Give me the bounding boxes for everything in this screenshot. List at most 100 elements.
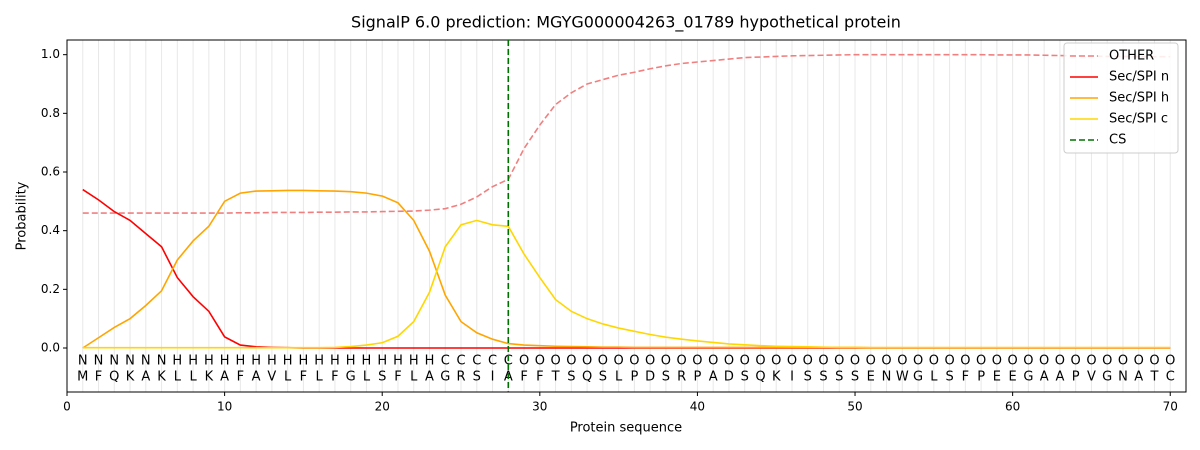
region-label: H xyxy=(377,354,387,369)
region-label: O xyxy=(1071,354,1081,369)
residue-label: A xyxy=(252,370,261,385)
y-tick-label: 0.6 xyxy=(41,165,60,179)
residue-label: F xyxy=(300,370,307,385)
region-label: O xyxy=(661,354,671,369)
x-tick-label: 70 xyxy=(1163,400,1178,414)
region-label: O xyxy=(850,354,860,369)
residue-label: C xyxy=(1166,370,1175,385)
residue-label: N xyxy=(1118,370,1128,385)
residue-label: F xyxy=(331,370,338,385)
region-label: O xyxy=(1134,354,1144,369)
residue-label: V xyxy=(267,370,276,385)
residue-label: K xyxy=(157,370,166,385)
region-label: O xyxy=(1023,354,1033,369)
region-label: O xyxy=(992,354,1002,369)
region-label: O xyxy=(960,354,970,369)
residue-label: G xyxy=(346,370,356,385)
residue-label: P xyxy=(1072,370,1080,385)
region-label: O xyxy=(1086,354,1096,369)
region-label: O xyxy=(582,354,592,369)
legend-label: Sec/SPI h xyxy=(1109,91,1169,106)
y-tick-label: 1.0 xyxy=(41,47,60,61)
series-line xyxy=(82,219,1171,349)
region-label: H xyxy=(425,354,435,369)
region-label: H xyxy=(283,354,293,369)
x-tick-label: 60 xyxy=(1005,400,1020,414)
region-label: O xyxy=(629,354,639,369)
residue-label: G xyxy=(913,370,923,385)
region-label: O xyxy=(614,354,624,369)
residue-label: S xyxy=(378,370,386,385)
residue-label: L xyxy=(284,370,292,385)
residue-label: S xyxy=(741,370,749,385)
residue-label: L xyxy=(615,370,623,385)
residue-label: L xyxy=(930,370,938,385)
residue-label: L xyxy=(174,370,182,385)
residue-label: P xyxy=(694,370,702,385)
residue-label: F xyxy=(520,370,527,385)
residue-label: L xyxy=(410,370,418,385)
residue-label: G xyxy=(1102,370,1112,385)
residue-label: L xyxy=(316,370,324,385)
residue-label: K xyxy=(772,370,781,385)
region-label: N xyxy=(141,354,151,369)
legend-box xyxy=(1063,42,1179,154)
region-label: N xyxy=(109,354,119,369)
residue-label: D xyxy=(645,370,655,385)
region-label: O xyxy=(1102,354,1112,369)
residue-label: I xyxy=(790,370,794,385)
region-label: O xyxy=(944,354,954,369)
chart-title: SignalP 6.0 prediction: MGYG000004263_01… xyxy=(351,13,901,33)
region-label: O xyxy=(692,354,702,369)
y-tick-label: 0.2 xyxy=(41,282,60,296)
region-label: O xyxy=(598,354,608,369)
legend-label: CS xyxy=(1109,133,1126,148)
x-tick-label: 50 xyxy=(847,400,862,414)
region-label: O xyxy=(913,354,923,369)
series-line xyxy=(82,53,1171,214)
residue-label: L xyxy=(363,370,371,385)
region-label: O xyxy=(677,354,687,369)
residue-label: A xyxy=(1040,370,1049,385)
residue-label: S xyxy=(662,370,670,385)
residue-label: V xyxy=(1087,370,1096,385)
residue-label: S xyxy=(473,370,481,385)
residue-label: A xyxy=(1055,370,1064,385)
y-axis-label: Probability xyxy=(15,181,30,250)
region-label: O xyxy=(818,354,828,369)
region-label: O xyxy=(976,354,986,369)
region-label: H xyxy=(267,354,277,369)
legend-label: Sec/SPI n xyxy=(1109,70,1169,85)
residue-label: R xyxy=(456,370,465,385)
region-label: C xyxy=(441,354,450,369)
region-label: H xyxy=(251,354,261,369)
region-label: H xyxy=(172,354,182,369)
region-label: N xyxy=(94,354,104,369)
residue-label: A xyxy=(1134,370,1143,385)
residue-label: S xyxy=(804,370,812,385)
region-label: H xyxy=(330,354,340,369)
residue-label: R xyxy=(677,370,686,385)
region-label: H xyxy=(409,354,419,369)
region-label: N xyxy=(125,354,135,369)
residue-label: F xyxy=(394,370,401,385)
residue-label: K xyxy=(205,370,214,385)
region-label: O xyxy=(755,354,765,369)
region-label: O xyxy=(566,354,576,369)
region-label: H xyxy=(314,354,324,369)
region-label: C xyxy=(456,354,465,369)
region-label: H xyxy=(220,354,230,369)
residue-label: E xyxy=(867,370,875,385)
region-label: H xyxy=(204,354,214,369)
residue-label: F xyxy=(237,370,244,385)
y-tick-label: 0.8 xyxy=(41,106,60,120)
region-label: O xyxy=(708,354,718,369)
residue-label: T xyxy=(1150,370,1159,385)
residue-label: P xyxy=(630,370,638,385)
residue-label: S xyxy=(819,370,827,385)
region-label: O xyxy=(787,354,797,369)
region-label: H xyxy=(188,354,198,369)
region-label: N xyxy=(157,354,167,369)
region-label: O xyxy=(1039,354,1049,369)
